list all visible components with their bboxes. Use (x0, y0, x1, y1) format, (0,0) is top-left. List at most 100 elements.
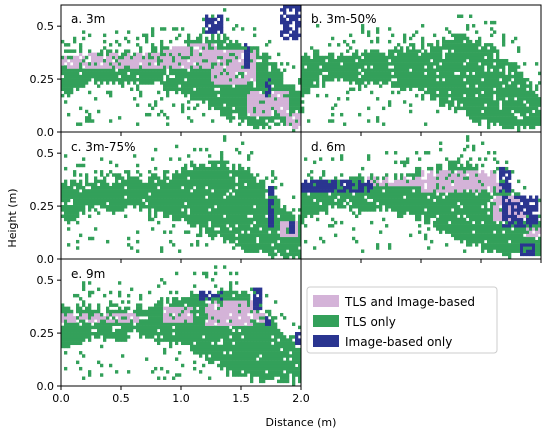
voxel (100, 157, 104, 161)
voxel (238, 185, 242, 190)
voxel (148, 78, 152, 82)
voxel (325, 185, 329, 190)
voxel (190, 74, 194, 79)
voxel (70, 68, 74, 72)
voxel (484, 71, 488, 76)
voxel (445, 157, 449, 161)
voxel (181, 176, 185, 180)
voxel (97, 71, 101, 76)
voxel (178, 52, 182, 57)
voxel (214, 39, 218, 44)
voxel (349, 81, 353, 85)
voxel (466, 39, 470, 44)
voxel (115, 198, 119, 203)
voxel (169, 239, 173, 244)
voxel (436, 227, 440, 231)
voxel (262, 185, 266, 190)
voxel (316, 179, 320, 184)
voxel (472, 68, 476, 72)
voxel (274, 217, 278, 222)
voxel (337, 43, 341, 47)
voxel (82, 189, 86, 193)
voxel (370, 205, 374, 209)
voxel (475, 170, 479, 174)
voxel (478, 179, 482, 184)
voxel (496, 84, 500, 88)
voxel (337, 205, 341, 209)
voxel (115, 179, 119, 184)
voxel (262, 109, 266, 114)
voxel (484, 93, 488, 98)
voxel (184, 74, 188, 79)
voxel (61, 185, 65, 190)
voxel (247, 106, 251, 111)
voxel (127, 52, 131, 57)
voxel (439, 78, 443, 82)
voxel (535, 109, 539, 114)
voxel (229, 100, 233, 104)
voxel (202, 179, 206, 184)
voxel (247, 201, 251, 206)
voxel (463, 179, 467, 184)
voxel (202, 81, 206, 85)
voxel (391, 52, 395, 57)
voxel (184, 176, 188, 180)
voxel (529, 122, 533, 126)
voxel (430, 90, 434, 95)
voxel (457, 166, 461, 171)
voxel (181, 166, 185, 171)
voxel (490, 201, 494, 206)
voxel (283, 233, 287, 238)
voxel (121, 52, 125, 57)
voxel (184, 39, 188, 44)
voxel (244, 68, 248, 72)
voxel (244, 227, 248, 231)
voxel (142, 192, 146, 196)
voxel (331, 78, 335, 82)
voxel (397, 205, 401, 209)
voxel (322, 239, 326, 244)
voxel (193, 39, 197, 44)
voxel (82, 55, 86, 60)
voxel (343, 74, 347, 79)
voxel (184, 166, 188, 171)
voxel (328, 62, 332, 66)
voxel (250, 211, 254, 215)
voxel (187, 87, 191, 92)
voxel (364, 189, 368, 193)
voxel (130, 185, 134, 190)
voxel (493, 224, 497, 228)
voxel (244, 84, 248, 88)
voxel (376, 176, 380, 180)
voxel (394, 198, 398, 203)
voxel (289, 116, 293, 120)
voxel (94, 62, 98, 66)
voxel (268, 233, 272, 238)
voxel (94, 65, 98, 69)
voxel (172, 243, 176, 247)
voxel (439, 71, 443, 76)
voxel (352, 87, 356, 92)
voxel (151, 227, 155, 231)
voxel (520, 87, 524, 92)
voxel (148, 195, 152, 199)
voxel (478, 211, 482, 215)
voxel (190, 243, 194, 247)
voxel (196, 71, 200, 76)
voxel (280, 252, 284, 257)
voxel (235, 100, 239, 104)
voxel (178, 179, 182, 184)
voxel (76, 205, 80, 209)
voxel (478, 52, 482, 57)
voxel (100, 58, 104, 63)
voxel (187, 81, 191, 85)
voxel (265, 81, 269, 85)
voxel (292, 224, 296, 228)
voxel (436, 189, 440, 193)
voxel (403, 211, 407, 215)
voxel (157, 208, 161, 212)
voxel (496, 112, 500, 117)
voxel (325, 208, 329, 212)
voxel (160, 182, 164, 187)
voxel (136, 249, 140, 253)
